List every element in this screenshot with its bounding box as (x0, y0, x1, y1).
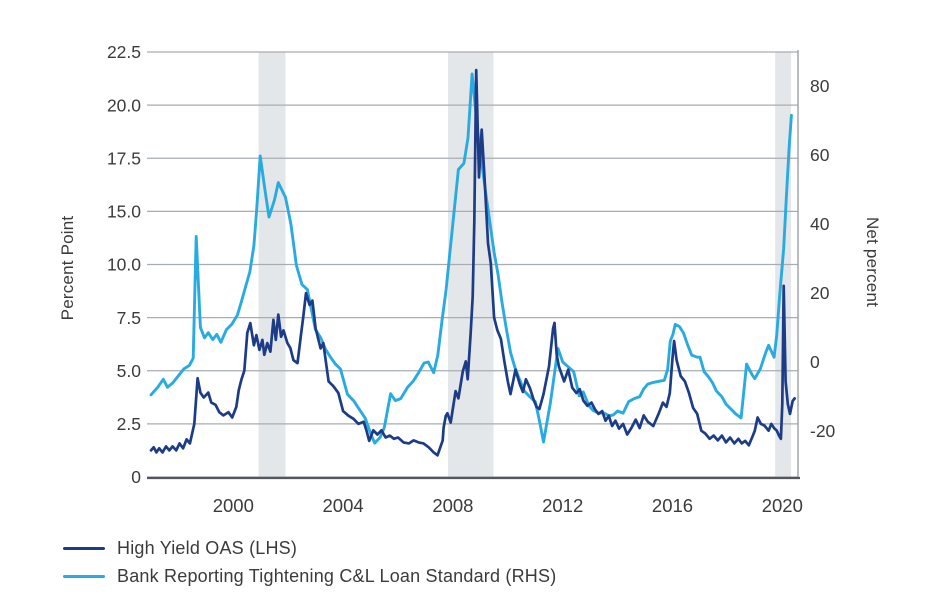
x-axis-tick-label: 2008 (432, 495, 473, 516)
right-axis-tick-label: -20 (810, 421, 836, 441)
legend: High Yield OAS (LHS) Bank Reporting Tigh… (63, 538, 556, 587)
hy-oas-line (149, 68, 797, 457)
left-axis-tick-label: 2.5 (117, 414, 141, 434)
left-axis-title: Percent Point (58, 215, 77, 321)
left-axis-tick-label: 5.0 (117, 361, 142, 381)
x-axis-tick-label: 2016 (652, 495, 693, 516)
left-axis-tick-label: 10.0 (107, 255, 141, 275)
hy-oas-line-swatch (63, 546, 105, 551)
x-axis-tick-label: 2000 (213, 495, 254, 516)
legend-label-bank-tightening: Bank Reporting Tightening C&L Loan Stand… (117, 566, 557, 586)
right-axis-tick-label: 0 (810, 352, 820, 372)
left-axis-tick-label: 0 (131, 467, 141, 487)
x-axis-tick-label: 2004 (323, 495, 364, 516)
right-axis-tick-label: 40 (810, 214, 830, 234)
bank-tightening-line-swatch (63, 574, 105, 579)
right-axis-tick-label: 80 (810, 76, 830, 96)
left-axis-tick-label: 7.5 (117, 308, 141, 328)
x-axis-tick-label: 2020 (762, 495, 803, 516)
right-axis-tick-label: 60 (810, 145, 830, 165)
left-axis-tick-label: 15.0 (107, 202, 141, 222)
right-axis-tick-label: 20 (810, 283, 830, 303)
x-axis-tick-label: 2012 (542, 495, 583, 516)
right-axis-title: Net percent (863, 216, 882, 308)
legend-label-hy-oas: High Yield OAS (LHS) (117, 538, 298, 558)
legend-item-hy-oas: High Yield OAS (LHS) (63, 538, 556, 559)
legend-item-bank-tightening: Bank Reporting Tightening C&L Loan Stand… (63, 566, 556, 587)
left-axis-tick-label: 22.5 (107, 42, 141, 62)
left-axis-tick-label: 20.0 (107, 95, 141, 115)
bank-tightening-line (149, 72, 793, 445)
left-axis-tick-label: 17.5 (107, 148, 141, 168)
